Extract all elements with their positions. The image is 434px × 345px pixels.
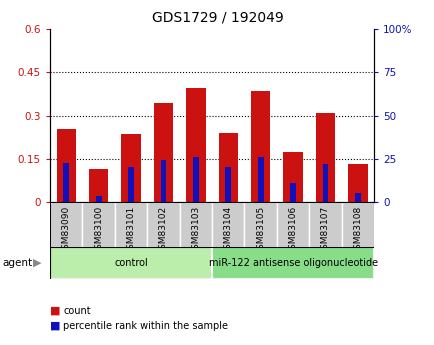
Bar — [354, 193, 360, 202]
Text: GSM83105: GSM83105 — [256, 205, 265, 255]
Bar — [276, 202, 309, 247]
Bar — [82, 202, 115, 247]
Bar — [309, 202, 341, 247]
Bar — [121, 134, 141, 202]
Text: GSM83104: GSM83104 — [223, 205, 232, 255]
Bar — [212, 247, 373, 279]
Text: agent: agent — [2, 258, 32, 268]
Bar — [289, 183, 295, 202]
Bar — [63, 163, 69, 202]
Bar — [244, 202, 276, 247]
Bar — [322, 165, 328, 202]
Bar — [50, 202, 82, 247]
Bar — [193, 157, 198, 202]
Text: ▶: ▶ — [33, 258, 41, 268]
Text: GSM83101: GSM83101 — [126, 205, 135, 255]
Bar — [212, 202, 244, 247]
Bar — [50, 247, 212, 279]
Bar — [160, 160, 166, 202]
Text: ■: ■ — [50, 321, 60, 331]
Text: control: control — [114, 258, 148, 268]
Bar — [115, 202, 147, 247]
Text: ■: ■ — [50, 306, 60, 315]
Text: GSM83107: GSM83107 — [320, 205, 329, 255]
Bar — [257, 157, 263, 202]
Text: GSM83103: GSM83103 — [191, 205, 200, 255]
Text: GSM83102: GSM83102 — [158, 205, 168, 255]
Bar — [225, 167, 230, 202]
Bar — [315, 113, 335, 202]
Text: GDS1729 / 192049: GDS1729 / 192049 — [151, 10, 283, 24]
Text: GSM83108: GSM83108 — [352, 205, 362, 255]
Text: miR-122 antisense oligonucleotide: miR-122 antisense oligonucleotide — [208, 258, 377, 268]
Bar — [179, 202, 212, 247]
Text: GSM83106: GSM83106 — [288, 205, 297, 255]
Text: GSM83090: GSM83090 — [62, 205, 71, 255]
Bar — [347, 165, 367, 202]
Text: GSM83100: GSM83100 — [94, 205, 103, 255]
Bar — [128, 167, 134, 202]
Bar — [250, 91, 270, 202]
Bar — [147, 202, 179, 247]
Text: count: count — [63, 306, 91, 315]
Bar — [341, 202, 373, 247]
Bar — [153, 103, 173, 202]
Bar — [283, 151, 302, 202]
Bar — [218, 133, 237, 202]
Text: percentile rank within the sample: percentile rank within the sample — [63, 321, 227, 331]
Bar — [186, 88, 205, 202]
Bar — [56, 128, 76, 202]
Bar — [95, 196, 101, 202]
Bar — [89, 169, 108, 202]
